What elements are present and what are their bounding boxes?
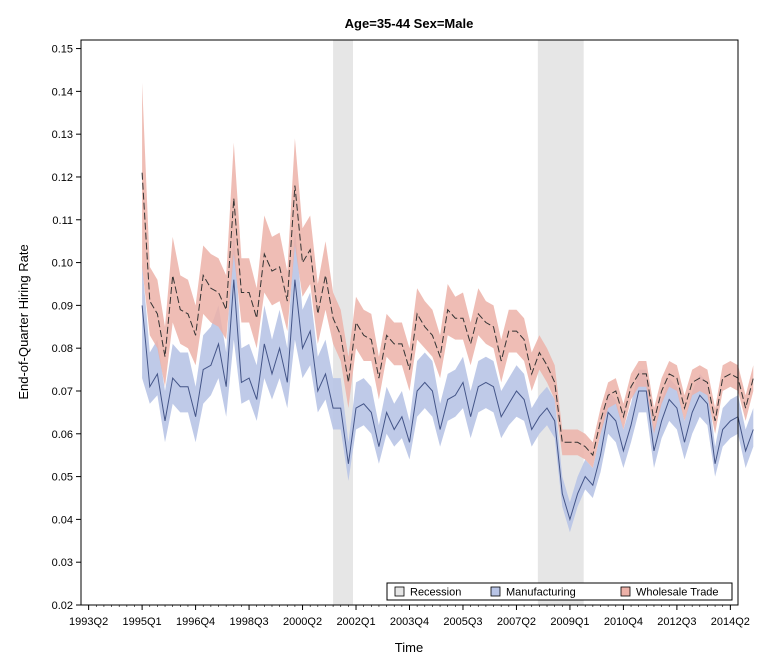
legend-label-recession: Recession bbox=[410, 587, 461, 599]
series-line-manufacturing bbox=[141, 279, 754, 522]
legend-label-manufacturing: Manufacturing bbox=[506, 587, 576, 599]
x-tick-label: 1998Q3 bbox=[229, 616, 268, 628]
y-tick-label: 0.10 bbox=[52, 258, 73, 270]
x-tick-label: 1993Q2 bbox=[69, 616, 108, 628]
y-tick-label: 0.02 bbox=[52, 600, 73, 612]
x-tick-label: 2002Q1 bbox=[336, 616, 375, 628]
legend-swatch-recession bbox=[394, 586, 405, 597]
legend-label-wholesale-trade: Wholesale Trade bbox=[636, 587, 719, 599]
y-tick-label: 0.03 bbox=[52, 557, 73, 569]
y-tick-label: 0.06 bbox=[52, 429, 73, 441]
x-axis: 1993Q2 1995Q1 1996Q4 1998Q3 2000Q2 2002Q1 2003… bbox=[69, 605, 750, 628]
x-tick-label: 2005Q3 bbox=[443, 616, 482, 628]
y-tick-label: 0.14 bbox=[52, 86, 73, 98]
recession-band-2 bbox=[537, 40, 584, 605]
band-layer bbox=[142, 82, 754, 533]
y-tick-label: 0.08 bbox=[52, 343, 73, 355]
x-tick-label: 1995Q1 bbox=[123, 616, 162, 628]
x-tick-label: 2014Q2 bbox=[711, 616, 750, 628]
x-axis-label: Time bbox=[395, 640, 423, 655]
y-tick-label: 0.04 bbox=[52, 514, 73, 526]
legend: Recession Manufacturing Wholesale Trade bbox=[386, 582, 733, 601]
y-tick-label: 0.09 bbox=[52, 300, 73, 312]
x-tick-label: 1996Q4 bbox=[176, 616, 215, 628]
y-tick-label: 0.05 bbox=[52, 472, 73, 484]
y-axis: 0.02 0.03 0.04 0.05 0.06 0.07 0.08 0.09 0.10 0.11… bbox=[52, 44, 81, 612]
series-line-wholesale-trade bbox=[141, 172, 754, 457]
confidence-band-wholesale-trade bbox=[142, 82, 754, 469]
legend-box bbox=[386, 582, 733, 601]
x-tick-label: 2009Q1 bbox=[550, 616, 589, 628]
x-tick-label: 2003Q4 bbox=[390, 616, 429, 628]
x-tick-label: 2000Q2 bbox=[283, 616, 322, 628]
x-tick-label: 2007Q2 bbox=[497, 616, 536, 628]
line-layer bbox=[141, 172, 754, 522]
legend-swatch-manufacturing bbox=[490, 586, 501, 597]
y-tick-label: 0.15 bbox=[52, 44, 73, 56]
chart-title: Age=35-44 Sex=Male bbox=[345, 16, 474, 31]
y-tick-label: 0.13 bbox=[52, 129, 73, 141]
y-tick-label: 0.12 bbox=[52, 172, 73, 184]
y-tick-label: 0.11 bbox=[52, 215, 73, 227]
legend-swatch-wholesale-trade bbox=[620, 586, 631, 597]
x-tick-label: 2012Q3 bbox=[657, 616, 696, 628]
x-tick-label: 2010Q4 bbox=[604, 616, 643, 628]
y-axis-label: End-of-Quarter Hiring Rate bbox=[16, 244, 31, 399]
y-tick-label: 0.07 bbox=[52, 386, 73, 398]
